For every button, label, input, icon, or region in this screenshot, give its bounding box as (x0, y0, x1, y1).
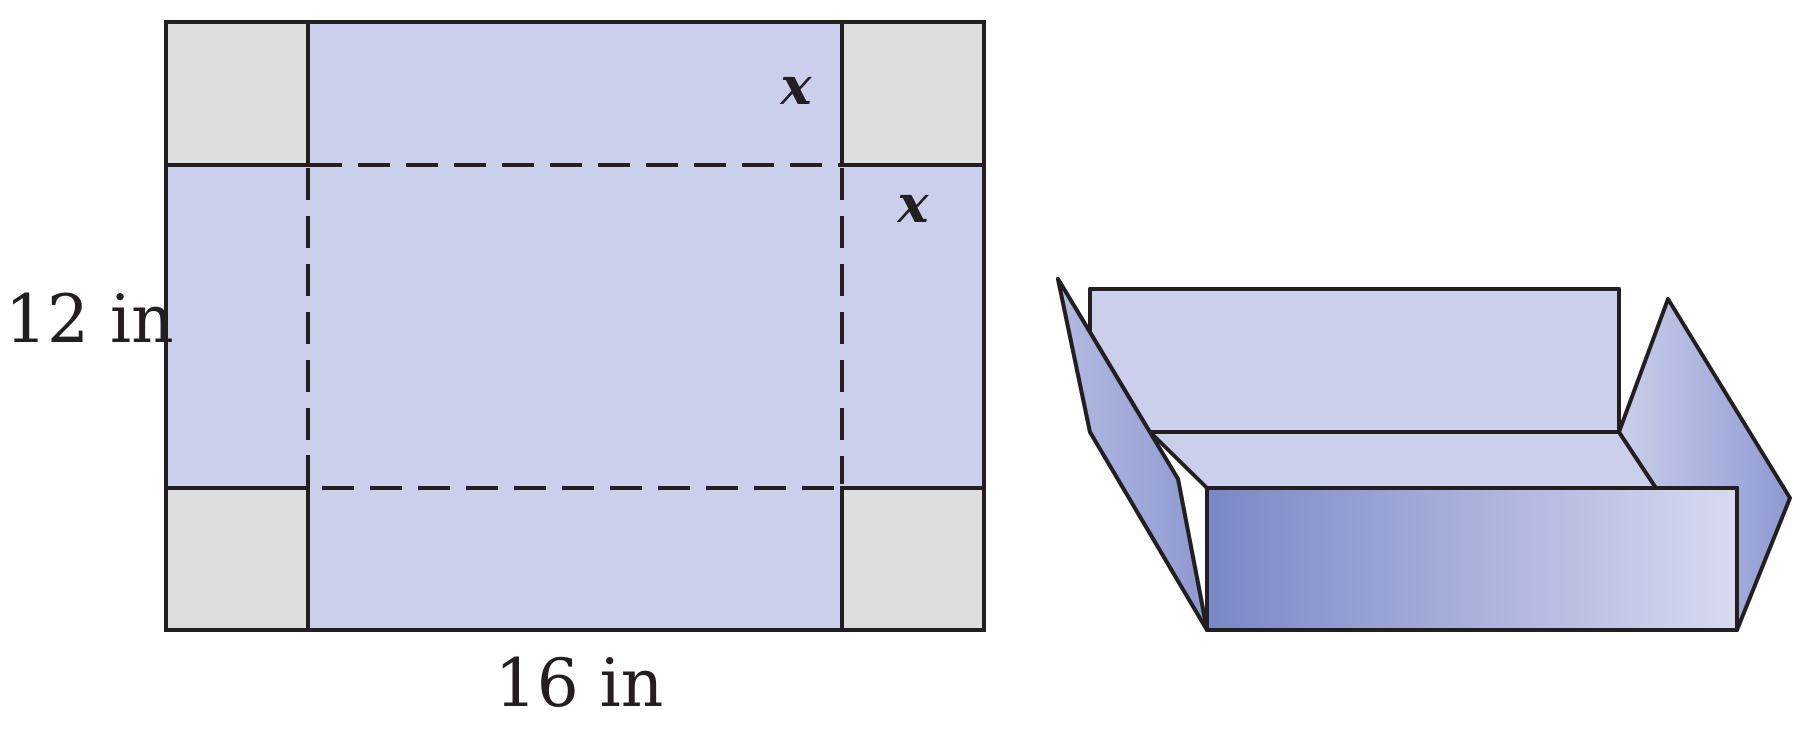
height-label: 12 in (5, 281, 174, 358)
corner-square-top-right (840, 20, 986, 167)
corner-square-bottom-right (840, 486, 986, 632)
box-floor (1148, 430, 1658, 490)
cut-label-side: x (896, 174, 929, 235)
corner-square-bottom-left (164, 486, 310, 632)
cut-lines (166, 22, 984, 630)
width-label: 16 in (495, 645, 664, 722)
box-back-wall (1088, 287, 1621, 434)
cut-label-top: x (779, 56, 812, 117)
fold-lines (306, 163, 844, 490)
corner-square-top-left (164, 20, 310, 167)
flat-sheet (164, 20, 986, 632)
sheet-outline (164, 20, 986, 632)
box-front-wall (1205, 486, 1739, 632)
open-box (1056, 277, 1792, 632)
